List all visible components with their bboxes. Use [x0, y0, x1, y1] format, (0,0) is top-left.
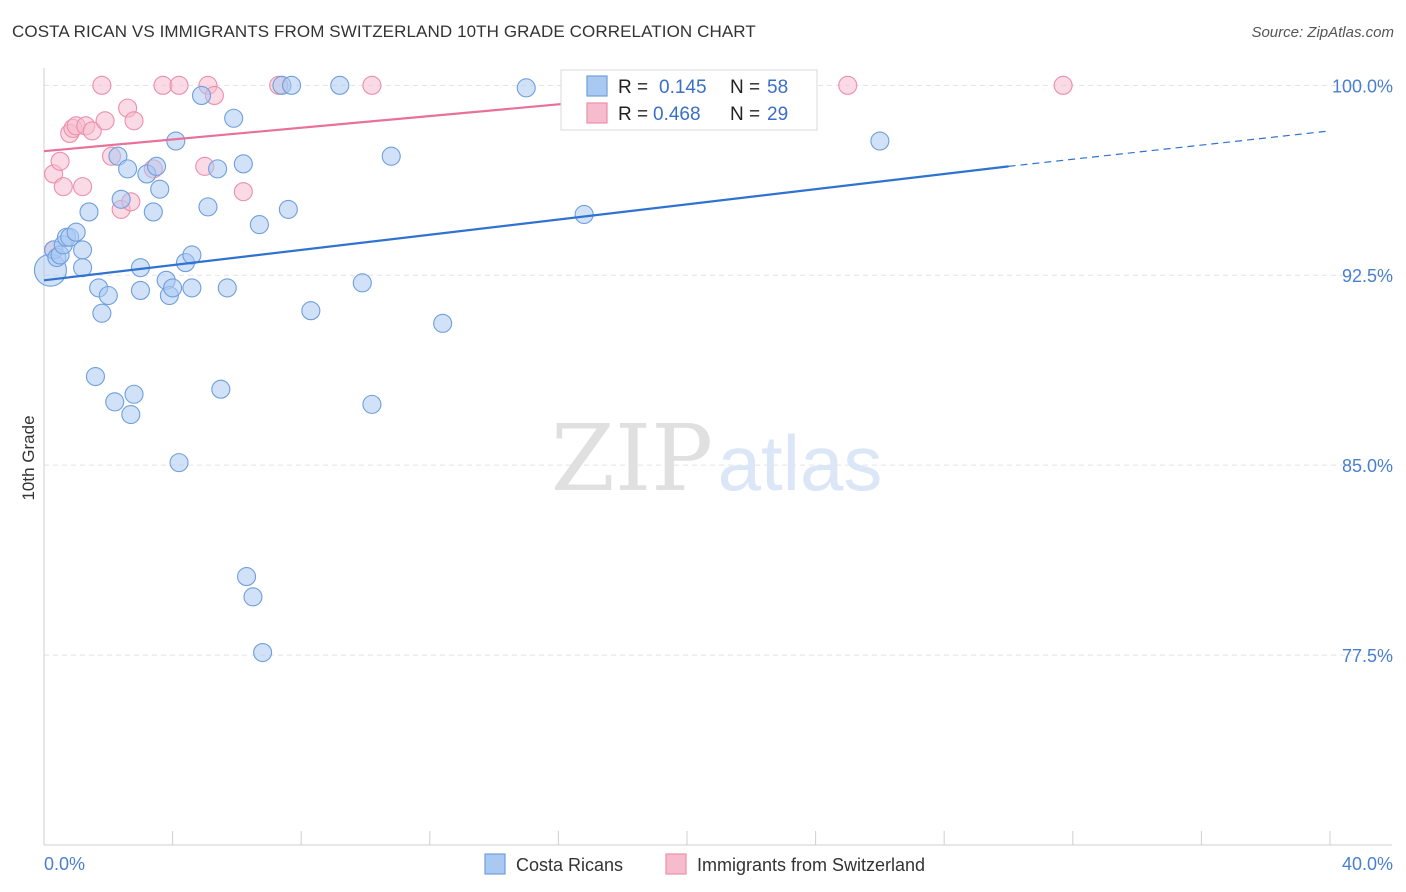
- legend-immigrants-label: Immigrants from Switzerland: [697, 855, 925, 875]
- costa-ricans-point: [249, 215, 269, 235]
- immigrants-point: [92, 75, 112, 95]
- costa-ricans-point: [121, 404, 141, 425]
- legend-costa-ricans-swatch: [484, 853, 506, 875]
- costa-ricans-point: [163, 278, 183, 298]
- costa-ricans-point: [236, 567, 257, 587]
- legend-n-label-pink: N =: [730, 104, 760, 125]
- immigrants-point: [50, 151, 70, 171]
- immigrants-point: [153, 75, 173, 95]
- costa-ricans-point: [182, 278, 202, 298]
- costa-ricans-point: [516, 78, 536, 98]
- immigrants-point: [124, 111, 144, 131]
- watermark-atlas: atlas: [718, 419, 883, 507]
- costa-ricans-point: [166, 131, 186, 151]
- costa-ricans-point: [182, 245, 202, 265]
- costa-ricans-point: [143, 202, 163, 222]
- legend-swatch-blue: [586, 75, 608, 97]
- costa-ricans-point: [73, 240, 93, 260]
- immigrants-point: [1053, 75, 1073, 95]
- legend-r-value-blue: 0.145: [659, 77, 707, 98]
- costa-ricans-point: [66, 222, 86, 242]
- watermark-zip: ZIP: [551, 405, 713, 512]
- immigrants-point: [362, 75, 382, 95]
- costa-ricans-point: [253, 642, 273, 663]
- y-tick-label: 100.0%: [1332, 76, 1393, 96]
- chart-title: COSTA RICAN VS IMMIGRANTS FROM SWITZERLA…: [12, 22, 756, 41]
- y-tick-label: 92.5%: [1342, 266, 1393, 286]
- series-legend: Costa Ricans Immigrants from Switzerland: [484, 853, 925, 875]
- y-axis-label: 10th Grade: [19, 415, 38, 500]
- immigrants-point: [169, 75, 189, 95]
- costa-ricans-point: [198, 197, 218, 217]
- costa-ricans-point: [146, 156, 167, 176]
- tick-labels: 77.5% 85.0% 92.5% 100.0% 0.0% 40.0%: [44, 76, 1393, 874]
- immigrants-point: [838, 75, 858, 95]
- watermark: ZIP atlas: [551, 405, 882, 512]
- legend-n-label-blue: N =: [730, 77, 760, 98]
- costa-ricans-point: [243, 587, 263, 607]
- costa-ricans-point: [208, 159, 228, 179]
- x-tick-label: 0.0%: [44, 854, 85, 874]
- costa-ricans-point: [130, 280, 150, 300]
- costa-ricans-point: [224, 108, 244, 128]
- costa-ricans-point: [118, 159, 138, 179]
- y-tick-label: 77.5%: [1342, 646, 1393, 666]
- legend-immigrants-swatch: [665, 853, 687, 875]
- legend-r-value-pink: 0.468: [653, 104, 701, 125]
- stats-legend: R = 0.145 N = 58 R = 0.468 N = 29: [560, 69, 818, 131]
- legend-n-value-blue: 58: [767, 77, 788, 98]
- costa-ricans-point: [108, 146, 128, 166]
- costa-ricans-point: [433, 313, 453, 333]
- costa-ricans-point: [301, 301, 321, 321]
- costa-ricans-point: [381, 146, 401, 166]
- costa-ricans-point: [352, 273, 372, 293]
- costa-ricans-point: [124, 384, 144, 404]
- immigrants-point: [53, 177, 73, 197]
- costa-ricans-point: [79, 202, 99, 222]
- costa-ricans-point: [278, 199, 298, 219]
- costa-ricans-point: [169, 453, 189, 473]
- costa-ricans-point: [330, 75, 350, 95]
- costa-ricans-trend-extension: [1008, 130, 1331, 167]
- legend-n-value-pink: 29: [767, 104, 788, 125]
- costa-ricans-trend-line: [43, 165, 1009, 282]
- costa-ricans-point: [362, 394, 382, 414]
- immigrants-point: [82, 121, 102, 141]
- costa-ricans-point: [217, 278, 237, 298]
- costa-ricans-point: [574, 204, 594, 225]
- costa-ricans-point: [105, 392, 125, 412]
- immigrants-point: [73, 177, 93, 197]
- data-points: [33, 75, 1073, 663]
- costa-ricans-point: [85, 366, 105, 387]
- costa-ricans-point: [191, 85, 212, 106]
- legend-r-label-blue: R =: [618, 77, 648, 98]
- costa-ricans-point: [233, 154, 253, 174]
- costa-ricans-point: [211, 379, 231, 399]
- costa-ricans-point: [150, 179, 170, 199]
- costa-ricans-point: [92, 303, 112, 323]
- legend-swatch-pink: [586, 102, 608, 124]
- immigrants-point: [95, 111, 115, 131]
- costa-ricans-point: [111, 189, 131, 209]
- costa-ricans-point: [870, 131, 890, 151]
- legend-costa-ricans-label: Costa Ricans: [516, 855, 623, 875]
- legend-r-label-pink: R =: [618, 104, 648, 125]
- costa-ricans-point: [282, 75, 302, 95]
- y-tick-label: 85.0%: [1342, 456, 1393, 476]
- x-tick-label: 40.0%: [1342, 854, 1393, 874]
- source-label: Source: ZipAtlas.com: [1251, 24, 1394, 41]
- costa-ricans-point: [98, 285, 118, 306]
- immigrants-point: [233, 182, 253, 202]
- axes: [43, 68, 1392, 846]
